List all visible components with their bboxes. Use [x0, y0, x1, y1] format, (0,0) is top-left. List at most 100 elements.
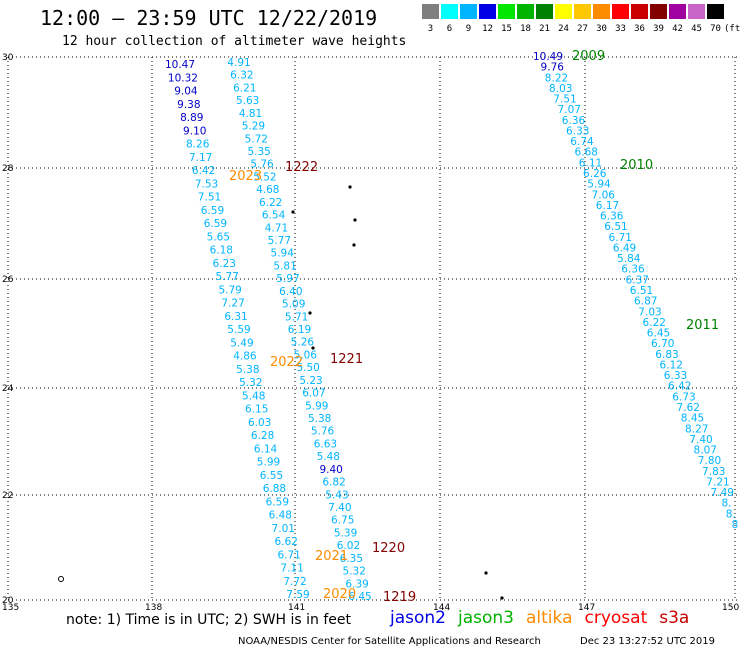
track3-value: 7.80: [698, 455, 721, 467]
lon-label: 138: [145, 603, 162, 613]
track1-value: 5.48: [317, 451, 340, 463]
lon-label: 144: [433, 603, 450, 613]
lat-label: 22: [2, 491, 13, 501]
legend-swatch: [574, 4, 591, 19]
legend-label: 36: [634, 24, 645, 34]
legend-label: 9: [465, 24, 472, 34]
track1-value: 6.45: [348, 591, 371, 603]
track3-value: 6.51: [604, 221, 627, 233]
track2-value: 6.28: [251, 430, 274, 442]
legend-swatch: [536, 4, 553, 19]
track2-value: 6.59: [201, 205, 224, 217]
track2-value: 6.88: [263, 483, 286, 495]
track3-value: 6.11: [579, 157, 602, 169]
track2-value: 9.38: [177, 99, 200, 111]
track1-value: 5.76: [311, 426, 335, 438]
legend-swatch: [707, 4, 724, 19]
track2-value: 5.49: [230, 337, 253, 349]
satellite-legend: jason2 jason3 altika cryosat s3a: [390, 608, 701, 628]
track2-value: 8.89: [180, 112, 203, 124]
footer-note: note: 1) Time is in UTC; 2) SWH is in fe…: [66, 612, 352, 628]
track3-value: 6.73: [672, 391, 695, 403]
track3-value: 6.74: [570, 136, 594, 148]
track1-value: 5.99: [305, 400, 328, 412]
satellite-label: cryosat: [584, 608, 648, 628]
legend-swatch: [688, 4, 705, 19]
island-marker: [484, 571, 488, 575]
track2-value: 6.15: [245, 404, 268, 416]
pass-time-label: 2010: [620, 158, 653, 173]
track1-value: 6.21: [233, 82, 256, 94]
legend-label: 45: [691, 24, 702, 34]
lat-label: 24: [2, 384, 14, 394]
legend-label: 70: [710, 24, 721, 34]
track3-value: 6.36: [621, 264, 645, 276]
pass-time-label: 1219: [383, 590, 416, 605]
track2-value: 6.55: [260, 470, 283, 482]
track2-value: 5.99: [257, 457, 280, 469]
pass-time-label: 2021: [315, 549, 348, 564]
track3-value: 7.06: [592, 189, 616, 201]
lat-label: 20: [2, 596, 14, 606]
track2-value: 5.65: [207, 231, 230, 243]
track2-value: 7.27: [221, 298, 244, 310]
track3-value: 6.12: [660, 359, 683, 371]
legend-label: 30: [596, 24, 607, 34]
pass-time-label: 2009: [572, 49, 605, 64]
track3-value: 8.: [726, 508, 736, 520]
track1-value: 5.38: [308, 413, 331, 425]
track1-value: 5.63: [236, 95, 259, 107]
satellite-label: jason2: [390, 608, 446, 628]
track1-value: 6.22: [259, 197, 282, 209]
track2-value: 9.10: [183, 125, 206, 137]
track3-value: 7.51: [553, 94, 576, 106]
track1-value: 6.75: [331, 515, 354, 527]
legend-swatch: [612, 4, 629, 19]
lon-label: 135: [2, 603, 19, 613]
track1-value: 5.26: [291, 337, 315, 349]
track2-value: 6.03: [248, 417, 271, 429]
track2-value: 7.72: [283, 576, 306, 588]
track1-value: 5.71: [285, 311, 308, 323]
track3-value: 6.87: [634, 296, 657, 308]
legend-label: 15: [501, 24, 512, 34]
pass-time-label: 2020: [323, 587, 356, 602]
track3-value: 6.22: [643, 317, 666, 329]
legend-swatch: [441, 4, 458, 19]
track2-value: 6.18: [210, 245, 233, 257]
legend-label: 33: [615, 24, 626, 34]
track3-value: 8.22: [545, 72, 568, 84]
track1-value: 5.52: [253, 171, 276, 183]
track2-value: 8.26: [186, 139, 210, 151]
track1-value: 9.40: [319, 464, 342, 476]
legend-label: 6: [446, 24, 453, 34]
island-marker: [348, 185, 352, 189]
track3-value: 6.37: [626, 274, 649, 286]
map-title: 12:00 – 23:59 UTC 12/22/2019: [40, 6, 378, 30]
track1-value: 5.09: [282, 299, 305, 311]
track2-value: 7.59: [286, 589, 309, 601]
track2-value: 6.48: [269, 510, 292, 522]
track3-value: 7.07: [558, 104, 581, 116]
track2-value: 6.71: [277, 549, 300, 561]
legend-label: 27: [577, 24, 588, 34]
track2-value: 6.59: [266, 496, 289, 508]
track2-value: 6.42: [192, 165, 215, 177]
track2-value: 10.32: [168, 72, 198, 84]
satellite-label: altika: [526, 608, 573, 628]
generated-timestamp: Dec 23 13:27:52 UTC 2019: [580, 636, 715, 647]
track3-value: 7.83: [702, 466, 725, 478]
lat-label: 30: [2, 53, 14, 63]
lon-label: 150: [722, 603, 739, 613]
track3-value: 6.68: [575, 147, 598, 159]
track1-value: 6.39: [345, 578, 368, 590]
satellite-label: jason3: [458, 608, 514, 628]
track3-value: 8.: [721, 498, 731, 510]
track3-value: 6.26: [583, 168, 607, 180]
track2-value: 6.62: [275, 536, 298, 548]
track1-value: 5.29: [242, 121, 265, 133]
track2-value: 4.86: [233, 351, 257, 363]
track1-value: 6.02: [337, 540, 360, 552]
track1-value: 6.82: [322, 477, 345, 489]
